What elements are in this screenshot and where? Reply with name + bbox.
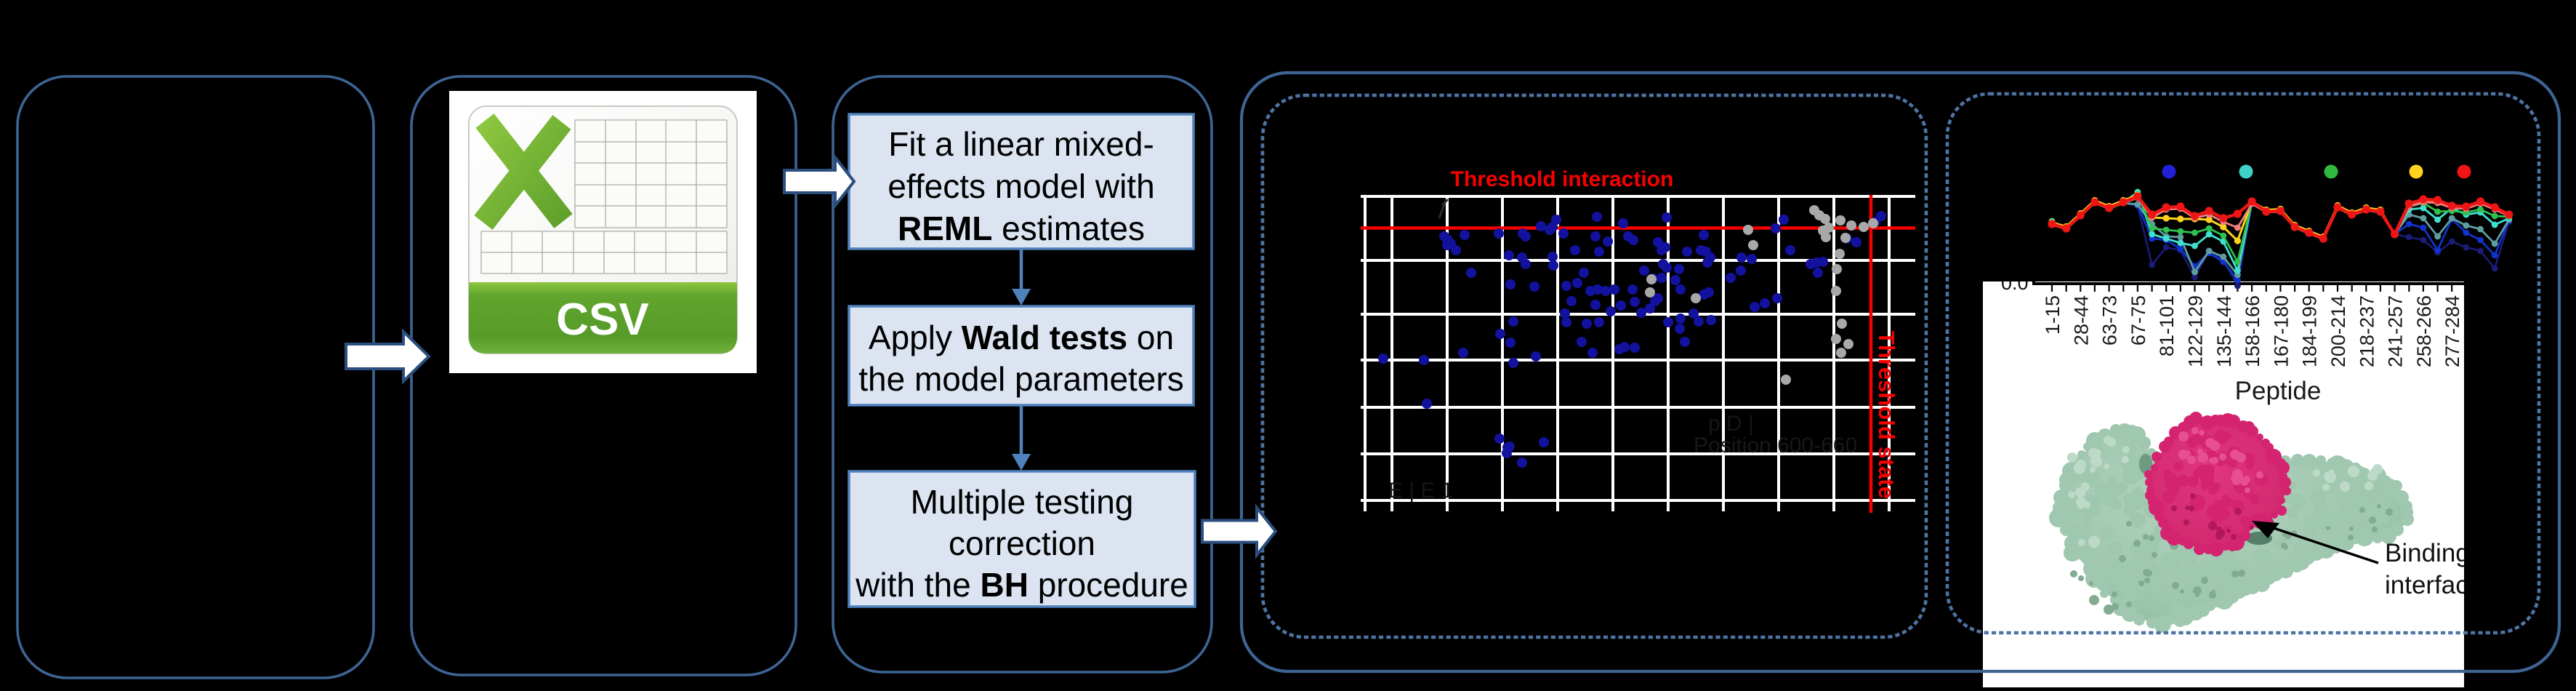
svg-text:0.0: 0.0 <box>2001 272 2029 294</box>
svg-text:REML estimates: REML estimates <box>898 209 1145 247</box>
svg-text:Binding: Binding <box>2385 539 2470 567</box>
svg-text:158-166: 158-166 <box>2242 295 2263 367</box>
svg-text:Peptide: Peptide <box>2235 377 2322 405</box>
svg-text:Multiple testing: Multiple testing <box>911 483 1134 521</box>
svg-text:277-284: 277-284 <box>2442 295 2463 367</box>
svg-text:63-73: 63-73 <box>2099 295 2121 346</box>
svg-text:1-15: 1-15 <box>2042 295 2064 335</box>
svg-text:184-199: 184-199 <box>2299 295 2321 367</box>
svg-text:135-144: 135-144 <box>2213 295 2235 367</box>
svg-text:the model parameters: the model parameters <box>858 360 1183 398</box>
svg-text:81-101: 81-101 <box>2156 295 2178 356</box>
svg-text:E | E 1: E | E 1 <box>1388 479 1454 503</box>
svg-text:167-180: 167-180 <box>2270 295 2292 367</box>
svg-text:Fit a linear mixed-: Fit a linear mixed- <box>888 125 1154 163</box>
svg-text:Threshold state: Threshold state <box>1874 331 1899 499</box>
svg-text:with the BH procedure: with the BH procedure <box>855 566 1188 604</box>
svg-text:p D |: p D | <box>1708 412 1754 436</box>
svg-text:122-129: 122-129 <box>2185 295 2207 367</box>
svg-text:interface: interface <box>2385 571 2482 599</box>
svg-text:effects model with: effects model with <box>887 167 1154 205</box>
svg-text:28-44: 28-44 <box>2070 295 2092 346</box>
svg-text:218-237: 218-237 <box>2356 295 2378 367</box>
svg-text:258-266: 258-266 <box>2413 295 2435 367</box>
svg-text:Threshold interaction: Threshold interaction <box>1451 167 1674 191</box>
svg-text:241-257: 241-257 <box>2385 295 2407 367</box>
svg-text:Position 600-660: Position 600-660 <box>1694 434 1857 458</box>
svg-text:correction: correction <box>949 524 1095 562</box>
svg-text:Apply Wald tests on: Apply Wald tests on <box>869 319 1174 356</box>
svg-text:67-75: 67-75 <box>2128 295 2149 346</box>
svg-text:200-214: 200-214 <box>2327 295 2349 367</box>
svg-text:CSV: CSV <box>556 295 648 345</box>
